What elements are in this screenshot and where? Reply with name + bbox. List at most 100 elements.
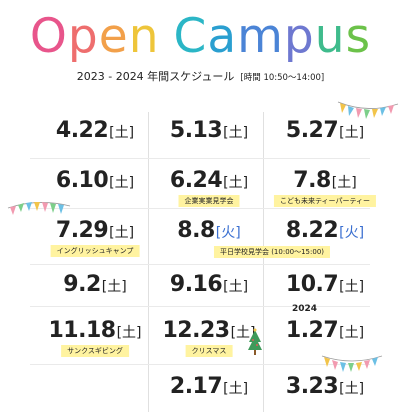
date-number: 7.29 [55, 218, 109, 243]
day-of-week: [土] [230, 325, 256, 341]
day-of-week: [土] [339, 325, 365, 341]
title-letter: s [345, 9, 372, 64]
day-of-week: [土] [116, 325, 142, 341]
christmas-tree-icon [248, 328, 262, 355]
event-date: 7.8[土] [272, 168, 378, 193]
date-number: 4.22 [55, 118, 109, 143]
event-date: 8.8[火] [156, 218, 262, 243]
column-divider [263, 112, 264, 412]
day-of-week: [土] [339, 125, 365, 141]
schedule-date-cell: 9.2[土] [42, 266, 148, 312]
event-date: 1.27[土] [272, 318, 378, 343]
schedule-date-cell: 2.17[土] [156, 368, 262, 414]
event-tag: こども未来ティーパーティー [273, 195, 377, 207]
event-date: 8.22[火] [272, 218, 378, 243]
bunting-decoration-icon [337, 101, 399, 119]
event-date: 6.10[土] [42, 168, 148, 193]
row-divider [30, 306, 370, 307]
date-number: 2.17 [169, 374, 223, 399]
event-date: 9.16[土] [156, 272, 262, 297]
title-letter: p [67, 9, 99, 64]
schedule-date-cell: 12.23[土] クリスマス [156, 312, 262, 358]
subtitle-main: 2023 - 2024 年間スケジュール [76, 70, 235, 83]
title-letter: e [98, 9, 129, 64]
day-of-week: [土] [339, 279, 365, 295]
date-number: 5.13 [169, 118, 223, 143]
event-date: 9.2[土] [42, 272, 148, 297]
schedule-date-cell: 7.29[土] イングリッシュキャンプ [42, 212, 148, 258]
date-number: 6.24 [169, 168, 223, 193]
schedule-date-cell: 5.27[土] [272, 112, 378, 158]
row-divider [30, 364, 370, 365]
date-number: 12.23 [162, 318, 230, 343]
schedule-date-cell: 3.23[土] [272, 368, 378, 414]
event-date: 7.29[土] [42, 218, 148, 243]
date-number: 8.8 [177, 218, 215, 243]
event-date: 4.22[土] [42, 118, 148, 143]
event-tag: サンクスギビング [61, 345, 129, 357]
date-number: 10.7 [285, 272, 339, 297]
date-number: 6.10 [55, 168, 109, 193]
shared-event-tag: 平日学校見学会 (10:00〜15:00) [213, 246, 331, 258]
event-date: 11.18[土] [42, 318, 148, 343]
day-of-week: [土] [223, 279, 249, 295]
schedule-date-cell: 4.22[土] [42, 112, 148, 158]
schedule-date-cell: 2024 1.27[土] [272, 304, 378, 358]
event-date: 10.7[土] [272, 272, 378, 297]
schedule-date-cell: 7.8[土] こども未来ティーパーティー [272, 162, 378, 208]
date-number: 7.8 [293, 168, 331, 193]
day-of-week: [土] [109, 125, 135, 141]
day-of-week: [土] [331, 175, 357, 191]
date-number: 9.2 [63, 272, 101, 297]
title-letter: O [29, 9, 68, 64]
event-date: 2.17[土] [156, 374, 262, 399]
event-tag: クリスマス [185, 345, 233, 357]
row-divider [30, 158, 370, 159]
page-title: Open Campus [0, 8, 401, 66]
date-number: 11.18 [48, 318, 116, 343]
title-letter: u [314, 9, 346, 64]
title-letter [159, 8, 173, 66]
date-number: 5.27 [285, 118, 339, 143]
event-date: 12.23[土] [156, 318, 262, 343]
day-of-week: [土] [339, 381, 365, 397]
bunting-decoration-icon [7, 202, 71, 215]
title-letter: m [237, 9, 284, 64]
subtitle-time: [時間 10:50〜14:00] [240, 73, 325, 83]
year-label: 2024 [292, 304, 318, 314]
event-tag: イングリッシュキャンプ [50, 245, 140, 257]
date-number: 8.22 [285, 218, 339, 243]
schedule-date-cell: 6.24[土] 企業実業見学会 [156, 162, 262, 208]
day-of-week: [土] [223, 175, 249, 191]
schedule-date-cell: 8.22[火] [272, 212, 378, 258]
date-number: 3.23 [285, 374, 339, 399]
day-of-week: [土] [223, 381, 249, 397]
event-date: 5.13[土] [156, 118, 262, 143]
schedule-date-cell: 11.18[土] サンクスギビング [42, 312, 148, 358]
title-letter: p [283, 9, 315, 64]
schedule-subtitle: 2023 - 2024 年間スケジュール [時間 10:50〜14:00] [0, 68, 401, 84]
date-number: 9.16 [169, 272, 223, 297]
event-date: 3.23[土] [272, 374, 378, 399]
event-tag: 企業実業見学会 [178, 195, 240, 207]
row-divider [30, 264, 370, 265]
title-letter: C [173, 9, 208, 64]
schedule-date-cell: 10.7[土] [272, 266, 378, 312]
day-of-week: [土] [109, 175, 135, 191]
row-divider [30, 208, 370, 209]
day-of-week: [火] [215, 225, 241, 241]
day-of-week: [土] [223, 125, 249, 141]
event-date: 5.27[土] [272, 118, 378, 143]
bunting-decoration-icon [321, 355, 383, 372]
schedule-date-cell: 5.13[土] [156, 112, 262, 158]
event-date: 6.24[土] [156, 168, 262, 193]
schedule-date-cell: 6.10[土] [42, 162, 148, 208]
column-divider [148, 112, 149, 412]
day-of-week: [土] [109, 225, 135, 241]
title-letter: n [128, 9, 160, 64]
schedule-date-cell: 9.16[土] [156, 266, 262, 312]
day-of-week: [火] [339, 225, 365, 241]
day-of-week: [土] [101, 279, 127, 295]
title-letter: a [207, 9, 238, 64]
date-number: 1.27 [285, 318, 339, 343]
